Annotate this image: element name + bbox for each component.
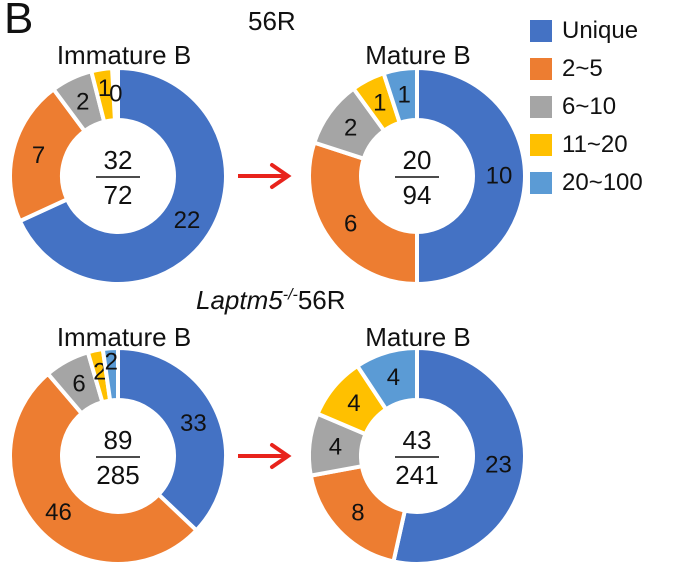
slice-label-11-20: 4 <box>347 390 360 417</box>
slice-label-20-100: 4 <box>387 364 400 391</box>
donut-slice-unique <box>116 345 228 534</box>
panel-letter: B <box>4 0 34 43</box>
center-numerator: 43 <box>403 425 432 455</box>
gene-superscript: -/- <box>282 286 298 304</box>
center-denominator: 241 <box>395 460 438 490</box>
legend-swatch <box>530 20 552 42</box>
center-denominator: 94 <box>403 180 432 210</box>
slice-label-unique: 33 <box>180 410 207 437</box>
donut-slice-unique <box>415 65 527 287</box>
legend-item: 11~20 <box>530 126 643 164</box>
donut-slice-unique <box>17 65 228 286</box>
arrow-bottom <box>238 443 292 469</box>
legend-swatch <box>530 96 552 118</box>
legend-item: 6~10 <box>530 88 643 126</box>
legend-swatch <box>530 172 552 194</box>
legend-label: 11~20 <box>562 131 628 158</box>
slice-label-11-20: 1 <box>98 75 111 102</box>
slice-label-unique: 23 <box>485 451 512 478</box>
slice-label-20-100: 2 <box>105 348 118 375</box>
donut-slice-11-20 <box>88 66 118 125</box>
slice-label-2-5: 6 <box>344 211 357 238</box>
slice-label-2-5: 7 <box>32 142 45 169</box>
slice-label-unique: 10 <box>486 163 513 190</box>
slice-label-20-100: 1 <box>397 82 410 109</box>
legend-item: 20~100 <box>530 164 643 202</box>
slice-label-2-5: 8 <box>351 499 364 526</box>
slice-label-6-10: 6 <box>72 370 85 397</box>
slice-label-20-100: 0 <box>109 81 122 108</box>
legend-label: 6~10 <box>562 93 617 120</box>
condition-title-laptm5: Laptm5-/-56R <box>196 285 346 316</box>
condition-suffix: 56R <box>297 285 346 315</box>
center-denominator: 285 <box>96 460 139 490</box>
donut-slice-20-100 <box>381 65 419 126</box>
legend-item: 2~5 <box>530 50 643 88</box>
condition-title-56r: 56R <box>248 6 296 36</box>
legend-label: 20~100 <box>562 169 643 196</box>
slice-label-11-20: 1 <box>373 89 386 116</box>
slice-label-6-10: 2 <box>76 88 89 115</box>
donut-slice-20-100 <box>354 345 419 413</box>
chart-title-immature-56r: Immature B <box>56 40 192 70</box>
legend-item: Unique <box>530 12 643 50</box>
gene-name: Laptm5 <box>196 285 283 315</box>
legend-label: Unique <box>562 17 639 44</box>
donut-slice-unique <box>391 345 527 566</box>
slice-label-unique: 22 <box>174 207 201 234</box>
center-numerator: 32 <box>104 145 133 175</box>
legend-label: 2~5 <box>562 55 603 82</box>
center-denominator: 72 <box>104 180 133 210</box>
arrow-top <box>238 163 292 189</box>
chart-title-mature-56r: Mature B <box>365 40 471 70</box>
legend: Unique 2~5 6~10 11~20 20~100 <box>530 12 643 202</box>
slice-label-6-10: 4 <box>329 434 342 461</box>
slice-label-6-10: 2 <box>344 114 357 141</box>
slice-label-2-5: 46 <box>45 499 72 526</box>
legend-swatch <box>530 58 552 80</box>
donut-slice-20-100 <box>100 345 120 403</box>
legend-swatch <box>530 134 552 156</box>
center-numerator: 89 <box>104 425 133 455</box>
center-numerator: 20 <box>403 145 432 175</box>
donut-slice-2-5 <box>307 140 419 287</box>
donut-slice-2-5 <box>8 370 200 566</box>
